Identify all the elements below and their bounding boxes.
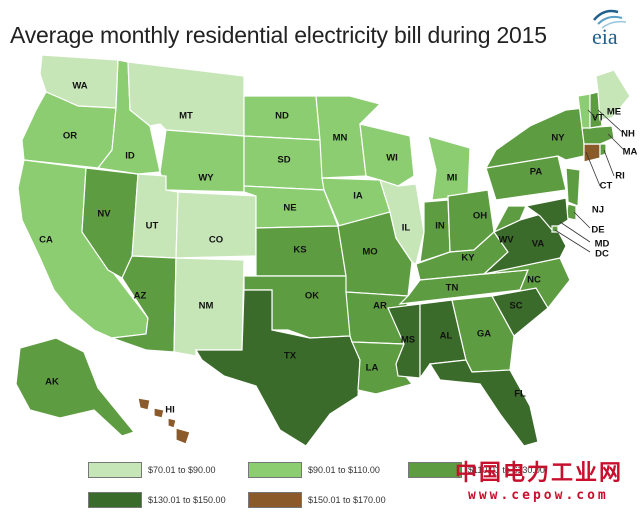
state-mi: [427, 135, 471, 201]
state-label-sc: SC: [509, 301, 522, 312]
callout-leader-line: [573, 211, 591, 229]
state-label-sd: SD: [277, 155, 290, 166]
callout-leader-line: [607, 133, 625, 151]
legend-label: $150.01 to $170.00: [308, 495, 386, 505]
state-label-ga: GA: [477, 329, 491, 340]
legend-label: $130.01 to $150.00: [148, 495, 226, 505]
state-label-co: CO: [209, 235, 223, 246]
state-mt: [127, 61, 245, 137]
state-ri: [599, 143, 607, 157]
state-label-nd: ND: [275, 111, 289, 122]
state-co: [175, 191, 257, 259]
legend-swatch: [248, 462, 302, 478]
legend-label: $90.01 to $110.00: [308, 465, 380, 475]
state-label-tx: TX: [284, 351, 297, 362]
state-label-va: VA: [532, 239, 545, 250]
state-label-ia: IA: [353, 191, 363, 202]
state-ma: [581, 125, 615, 145]
legend-label: $110.01 to $130.00: [468, 465, 545, 475]
state-label-al: AL: [440, 331, 453, 342]
state-label-wy: WY: [198, 173, 214, 184]
state-label-hi: HI: [165, 405, 175, 416]
state-label-az: AZ: [134, 291, 147, 302]
state-label-me: ME: [607, 107, 621, 118]
state-label-ms: MS: [401, 335, 415, 346]
state-il: [379, 179, 425, 265]
state-label-mt: MT: [179, 111, 193, 122]
state-me: [595, 69, 631, 121]
state-label-in: IN: [435, 221, 445, 232]
state-ak: [15, 337, 136, 437]
legend-item: $130.01 to $150.00: [88, 492, 226, 508]
state-fl: [428, 359, 539, 447]
state-label-or: OR: [63, 131, 77, 142]
state-label-ak: AK: [45, 377, 59, 388]
state-label-ri: RI: [615, 171, 625, 182]
map-title: Average monthly residential electricity …: [10, 22, 547, 48]
state-label-dc: DC: [595, 249, 609, 260]
state-label-ut: UT: [146, 221, 159, 232]
legend-item: $150.01 to $170.00: [248, 492, 386, 508]
legend-item: $90.01 to $110.00: [248, 462, 380, 478]
state-label-ok: OK: [305, 291, 319, 302]
state-md: [524, 197, 569, 231]
state-label-la: LA: [366, 363, 379, 374]
state-label-wa: WA: [72, 81, 87, 92]
state-label-nh: NH: [621, 129, 635, 140]
state-label-pa: PA: [530, 167, 543, 178]
state-label-ky: KY: [461, 253, 475, 264]
callout-leader-line: [559, 221, 591, 243]
legend-swatch: [88, 492, 142, 508]
callout-leader-line: [554, 229, 591, 253]
legend-label: $70.01 to $90.00: [148, 465, 216, 475]
state-label-ny: NY: [551, 133, 565, 144]
state-label-wi: WI: [386, 153, 398, 164]
callout-leader-line: [585, 151, 601, 187]
watermark-url: www.cepow.com: [468, 488, 609, 503]
state-label-wv: WV: [498, 235, 514, 246]
state-label-de: DE: [591, 225, 604, 236]
callout-leader-line: [603, 149, 615, 177]
watermark-chinese: 中国电力工业网: [455, 461, 624, 486]
state-nj: [565, 167, 581, 207]
state-label-ma: MA: [623, 147, 638, 158]
state-label-nv: NV: [97, 209, 111, 220]
state-label-oh: OH: [473, 211, 487, 222]
state-nc: [483, 257, 571, 310]
state-label-nm: NM: [199, 301, 214, 312]
state-ny: [484, 107, 585, 169]
state-label-ca: CA: [39, 235, 53, 246]
state-label-nc: NC: [527, 275, 541, 286]
state-label-ne: NE: [283, 203, 296, 214]
state-label-id: ID: [125, 151, 135, 162]
legend-item: $70.01 to $90.00: [88, 462, 216, 478]
state-label-nj: NJ: [592, 205, 604, 216]
legend-swatch: [248, 492, 302, 508]
state-label-ct: CT: [600, 181, 613, 192]
state-label-mn: MN: [333, 133, 348, 144]
state-label-il: IL: [402, 223, 411, 234]
state-label-mi: MI: [447, 173, 458, 184]
callout-leader-line: [587, 109, 597, 119]
state-hi: [137, 397, 191, 445]
state-label-fl: FL: [514, 389, 526, 400]
legend-swatch: [408, 462, 462, 478]
eia-logo-icon: [593, 9, 627, 29]
state-label-tn: TN: [446, 283, 459, 294]
legend-swatch: [88, 462, 142, 478]
eia-logo-text: eia: [592, 24, 618, 49]
state-label-md: MD: [595, 239, 610, 250]
state-label-ar: AR: [373, 301, 387, 312]
callout-leader-line: [597, 109, 623, 133]
state-label-vt: VT: [592, 113, 604, 124]
legend-item: $110.01 to $130.00: [408, 462, 545, 478]
state-wy: [159, 129, 245, 193]
state-label-ks: KS: [293, 245, 306, 256]
state-label-mo: MO: [362, 247, 377, 258]
